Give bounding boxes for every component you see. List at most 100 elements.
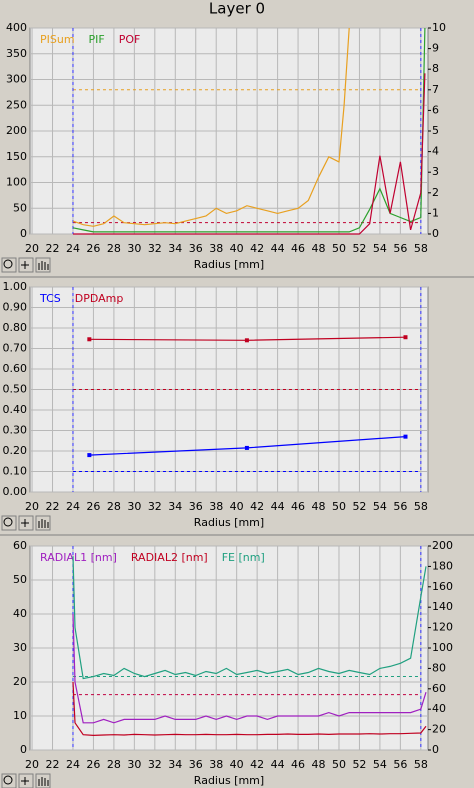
y2-tick-label: 40: [432, 702, 446, 715]
hand-icon: [38, 519, 49, 528]
y-tick-label: 50: [13, 573, 27, 586]
x-tick-label: 46: [291, 758, 305, 771]
legend-entry: POF: [119, 33, 141, 46]
y-tick-label: 30: [13, 641, 27, 654]
x-tick-label: 20: [25, 500, 39, 513]
x-tick-label: 34: [168, 242, 182, 255]
x-axis-label: Radius [mm]: [194, 774, 264, 787]
y-tick-label: 0: [20, 743, 27, 756]
x-tick-label: 38: [209, 242, 223, 255]
y-tick-label: 10: [13, 709, 27, 722]
x-tick-label: 36: [189, 758, 203, 771]
y-tick-label: 0.90: [3, 301, 28, 314]
x-tick-label: 30: [127, 758, 141, 771]
x-tick-label: 38: [209, 758, 223, 771]
x-tick-label: 52: [352, 758, 366, 771]
y2-tick-label: 180: [432, 559, 453, 572]
toolbar-button[interactable]: [1, 515, 17, 531]
x-tick-label: 48: [312, 500, 326, 513]
x-tick-label: 38: [209, 500, 223, 513]
x-tick-label: 54: [373, 500, 387, 513]
x-tick-label: 36: [189, 500, 203, 513]
y-tick-label: 20: [13, 675, 27, 688]
series-line: [89, 436, 406, 456]
y-tick-label: 150: [6, 150, 27, 163]
x-tick-label: 32: [148, 242, 162, 255]
y-tick-label: 0.30: [3, 424, 28, 437]
y-tick-label: 0: [20, 227, 27, 240]
x-tick-label: 44: [271, 758, 285, 771]
x-tick-label: 54: [373, 242, 387, 255]
x-tick-label: 20: [25, 242, 39, 255]
zoom-icon: [3, 775, 13, 785]
y-tick-label: 350: [6, 47, 27, 60]
x-tick-label: 50: [332, 500, 346, 513]
x-tick-label: 30: [127, 500, 141, 513]
legend-entry: PIF: [89, 33, 105, 46]
x-tick-label: 26: [86, 242, 100, 255]
page-title: Layer 0: [209, 0, 265, 18]
x-tick-label: 44: [271, 500, 285, 513]
legend-entry: RADIAL1 [nm]: [40, 551, 117, 564]
x-tick-label: 56: [393, 758, 407, 771]
x-tick-label: 56: [393, 500, 407, 513]
y-tick-label: 60: [13, 539, 27, 552]
y2-tick-label: 140: [432, 600, 453, 613]
zoom-icon: [3, 517, 13, 527]
y2-tick-label: 1: [432, 206, 439, 219]
y-tick-label: 1.00: [3, 280, 28, 293]
x-axis-label: Radius [mm]: [194, 258, 264, 271]
y2-tick-label: 3: [432, 165, 439, 178]
y2-tick-label: 4: [432, 145, 439, 158]
x-tick-label: 22: [46, 242, 60, 255]
x-tick-label: 34: [168, 758, 182, 771]
y2-tick-label: 160: [432, 580, 453, 593]
toolbar-button[interactable]: [1, 773, 17, 788]
x-tick-label: 42: [250, 758, 264, 771]
x-tick-label: 52: [352, 242, 366, 255]
x-tick-label: 50: [332, 242, 346, 255]
hand-icon: [38, 777, 49, 786]
x-tick-label: 52: [352, 500, 366, 513]
x-tick-label: 34: [168, 500, 182, 513]
x-tick-label: 24: [66, 500, 80, 513]
x-tick-label: 50: [332, 758, 346, 771]
x-tick-label: 54: [373, 758, 387, 771]
x-tick-label: 44: [271, 242, 285, 255]
y-tick-label: 0.10: [3, 465, 28, 478]
y-tick-label: 0.50: [3, 383, 28, 396]
y-tick-label: 250: [6, 98, 27, 111]
x-tick-label: 24: [66, 758, 80, 771]
x-tick-label: 58: [414, 242, 428, 255]
x-tick-label: 56: [393, 242, 407, 255]
series-line: [89, 336, 406, 341]
hand-icon: [38, 261, 49, 270]
legend-entry: RADIAL2 [nm]: [131, 551, 208, 564]
x-tick-label: 26: [86, 758, 100, 771]
x-tick-label: 58: [414, 758, 428, 771]
series-line: [73, 73, 426, 235]
y2-tick-label: 120: [432, 621, 453, 634]
x-tick-label: 22: [46, 500, 60, 513]
y-tick-label: 100: [6, 176, 27, 189]
y2-tick-label: 6: [432, 103, 439, 116]
toolbar-button[interactable]: [1, 257, 17, 273]
legend-entry: PISum: [40, 33, 75, 46]
y2-tick-label: 8: [432, 62, 439, 75]
legend-entry: DPDAmp: [75, 292, 124, 305]
y2-tick-label: 9: [432, 42, 439, 55]
y2-tick-label: 7: [432, 83, 439, 96]
y-tick-label: 0.20: [3, 444, 28, 457]
y-tick-label: 0.40: [3, 403, 28, 416]
y2-tick-label: 60: [432, 682, 446, 695]
series-line: [72, 556, 427, 680]
x-tick-label: 30: [127, 242, 141, 255]
x-tick-label: 36: [189, 242, 203, 255]
x-tick-label: 32: [148, 500, 162, 513]
x-tick-label: 22: [46, 758, 60, 771]
y-tick-label: 300: [6, 73, 27, 86]
x-tick-label: 26: [86, 500, 100, 513]
x-tick-label: 48: [312, 242, 326, 255]
y-tick-label: 400: [6, 21, 27, 34]
y-tick-label: 200: [6, 124, 27, 137]
